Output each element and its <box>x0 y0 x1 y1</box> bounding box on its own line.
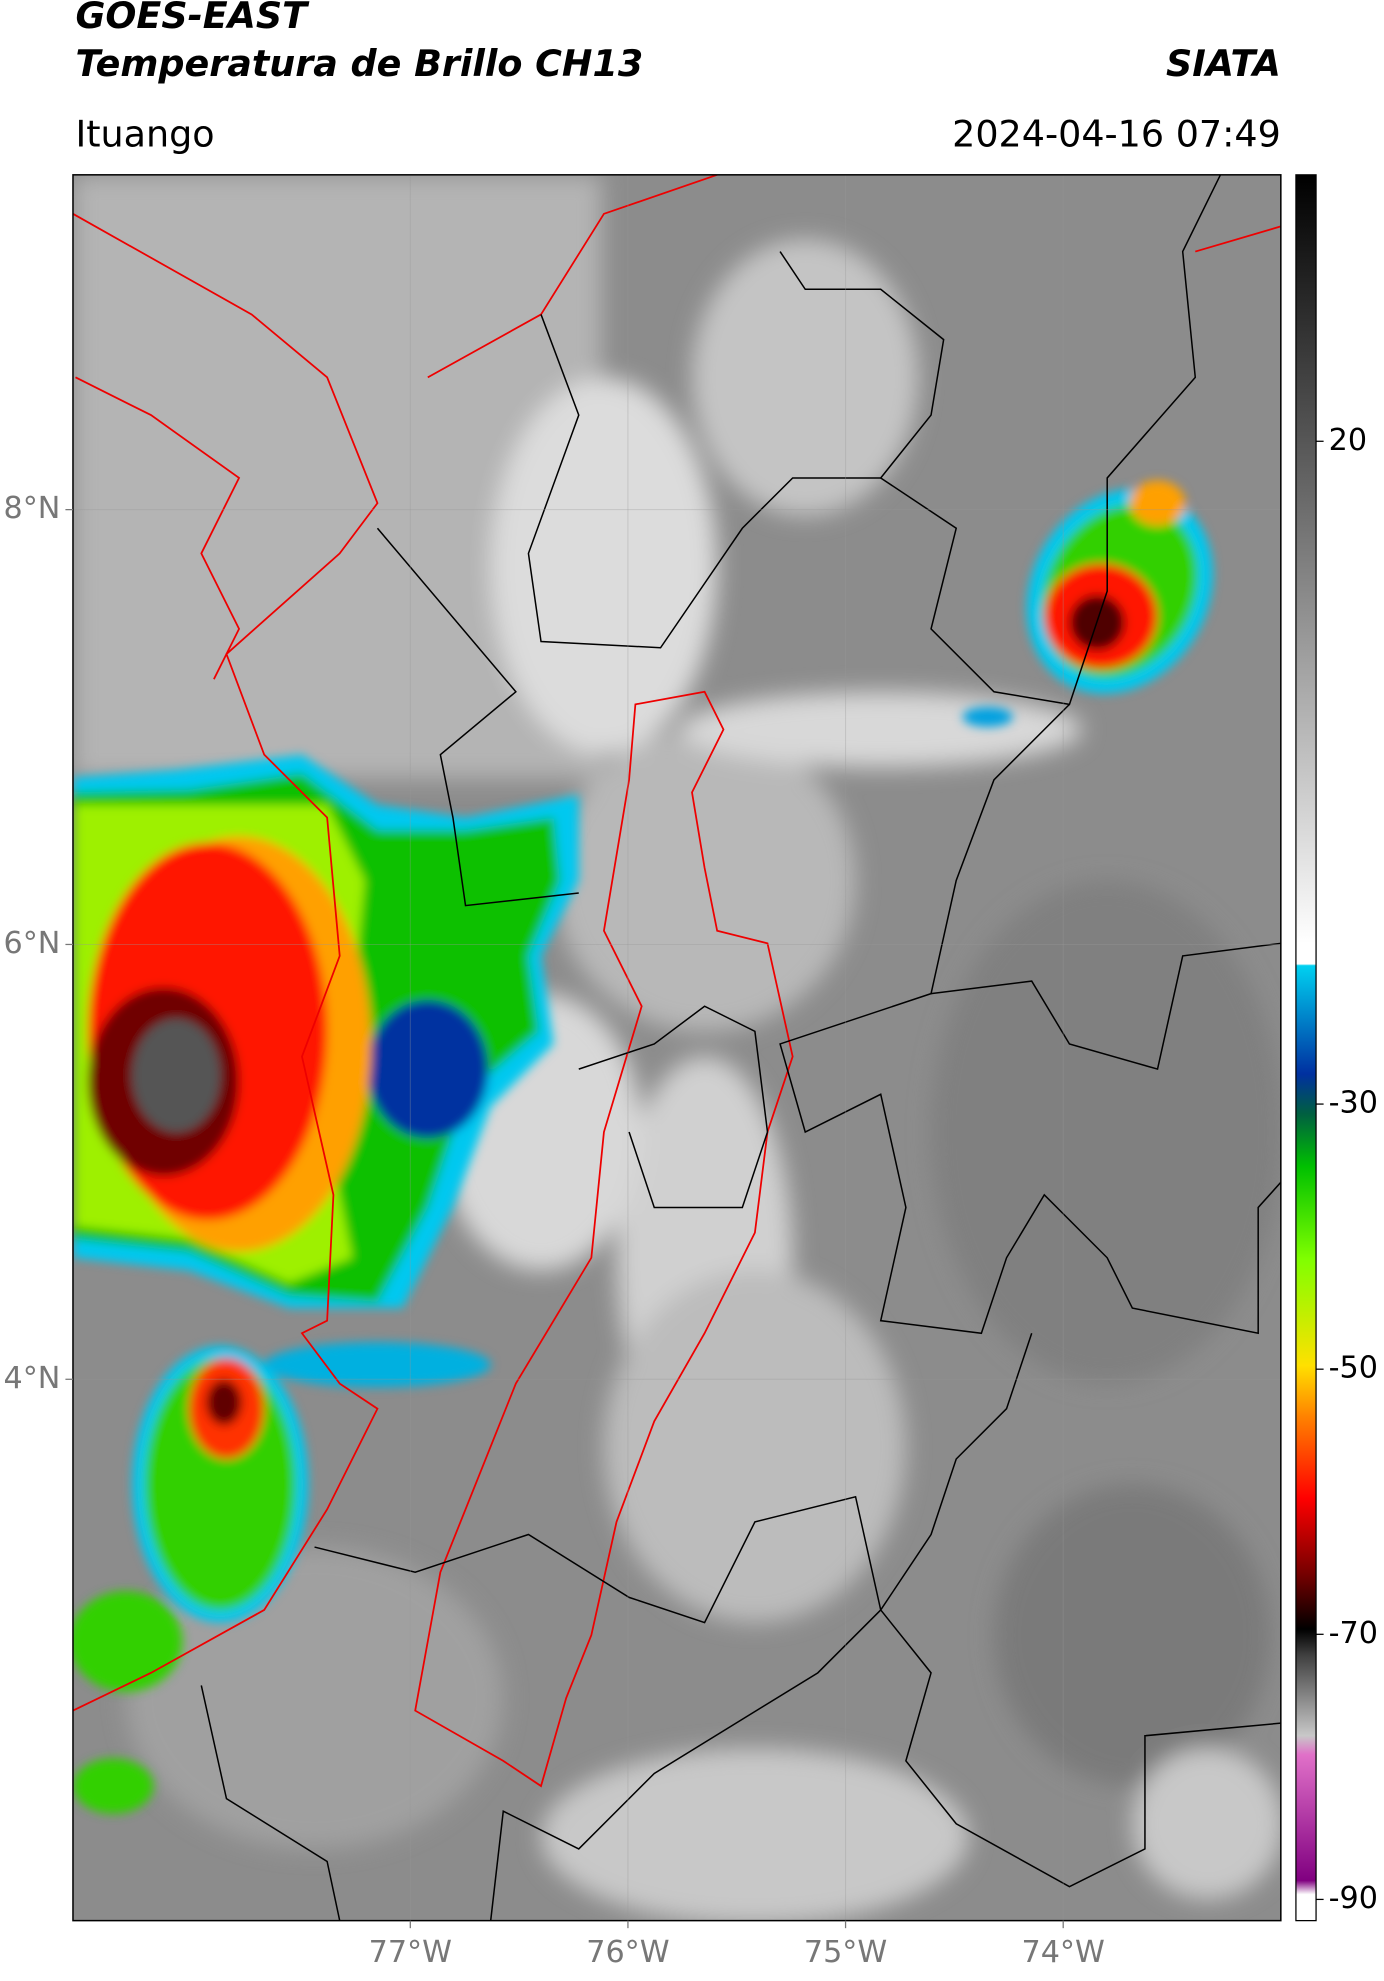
agency: SIATA <box>1166 42 1281 85</box>
x-tick-label: 75°W <box>804 1935 887 1970</box>
colorbar-label: -90 <box>1329 1881 1378 1916</box>
datetime: 2024-04-16 07:49 <box>952 112 1281 155</box>
location: Ituango <box>75 112 214 155</box>
subtitle: Temperatura de Brillo CH13 <box>75 42 643 85</box>
title: GOES-EAST <box>75 0 310 37</box>
colorbar-label: -30 <box>1329 1086 1378 1121</box>
y-tick-label: 8°N <box>3 491 60 526</box>
map-frame <box>72 174 1282 1922</box>
y-tick-label: 6°N <box>3 926 60 961</box>
y-tick-label: 4°N <box>3 1361 60 1396</box>
colorbar-label: -70 <box>1329 1616 1378 1651</box>
graticule <box>72 174 1281 1921</box>
satellite-image <box>72 174 1281 1921</box>
colorbar <box>1295 174 1317 1922</box>
colorbar-label: 20 <box>1329 423 1367 458</box>
x-tick-label: 76°W <box>586 1935 669 1970</box>
x-tick-label: 74°W <box>1022 1935 1105 1970</box>
x-tick-label: 77°W <box>369 1935 452 1970</box>
colorbar-label: -50 <box>1329 1351 1378 1386</box>
